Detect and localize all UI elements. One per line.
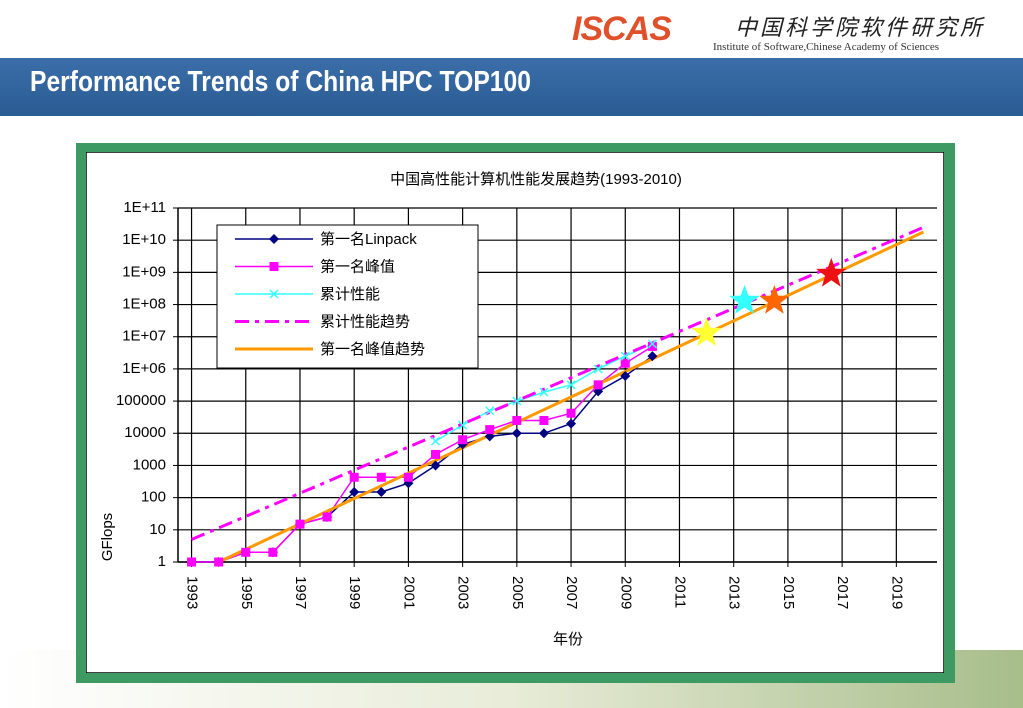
point <box>241 547 251 557</box>
x-tick-label: 1997 <box>292 576 309 609</box>
star-marker <box>729 284 760 314</box>
point <box>566 408 576 418</box>
point <box>430 460 441 471</box>
series-line <box>190 225 925 541</box>
point <box>269 262 279 271</box>
slide-title: Performance Trends of China HPC TOP100 <box>30 66 531 98</box>
x-tick-label: 2011 <box>672 576 689 608</box>
x-tick-label: 2005 <box>509 576 526 609</box>
y-tick-label: 100000 <box>116 392 166 409</box>
x-tick-label: 2015 <box>780 576 797 609</box>
point <box>647 339 657 349</box>
point <box>349 472 359 482</box>
point <box>485 406 495 416</box>
point <box>376 472 386 482</box>
point <box>593 380 603 390</box>
point <box>620 351 630 361</box>
point <box>458 420 468 430</box>
point <box>403 472 413 482</box>
point <box>566 380 576 390</box>
chart: 中国高性能计算机性能发展趋势(1993-2010) 年份 GFlops 1 10 1… <box>86 152 944 673</box>
y-tick-label: 1E+08 <box>122 296 166 313</box>
legend-label: 第一名峰值趋势 <box>320 340 425 358</box>
point <box>620 371 631 382</box>
x-tick-label: 2019 <box>888 576 905 609</box>
y-tick-label: 1000 <box>133 456 166 473</box>
y-tick-label: 1 <box>158 553 166 570</box>
org-name-en: Institute of Software,Chinese Academy of… <box>713 41 940 53</box>
point <box>322 512 332 522</box>
point <box>512 396 522 406</box>
y-tick-label: 1E+06 <box>122 360 166 377</box>
x-tick-label: 1999 <box>346 576 363 609</box>
y-tick-label: 1E+10 <box>122 231 166 248</box>
point <box>376 486 387 497</box>
point <box>538 428 549 439</box>
y-tick-label: 10000 <box>124 424 166 441</box>
point <box>214 557 224 567</box>
point <box>647 351 658 362</box>
point <box>268 547 278 557</box>
point <box>539 415 549 425</box>
legend-label: 累计性能趋势 <box>320 313 410 330</box>
point <box>430 436 441 446</box>
y-tick-label: 1E+07 <box>122 328 166 345</box>
legend-label: 累计性能 <box>320 286 380 303</box>
x-tick-label: 1993 <box>184 576 201 609</box>
point <box>269 289 279 299</box>
x-tick-label: 2001 <box>400 576 417 609</box>
point <box>485 425 495 435</box>
y-tick-label: 1E+11 <box>123 199 166 216</box>
point <box>349 486 360 497</box>
x-tick-label: 1995 <box>238 576 255 609</box>
point <box>593 364 603 374</box>
x-tick-label: 2017 <box>834 576 851 609</box>
y-axis-label: GFlops <box>99 513 116 561</box>
y-tick-label: 1E+09 <box>122 263 166 280</box>
point <box>269 234 279 244</box>
x-tick-label: 2009 <box>617 576 634 609</box>
chart-title: 中国高性能计算机性能发展趋势(1993-2010) <box>390 170 682 188</box>
point <box>512 415 522 425</box>
point <box>187 557 197 567</box>
x-tick-label: 2013 <box>726 576 743 609</box>
point <box>539 387 549 397</box>
series-line <box>218 230 925 564</box>
star-marker <box>691 317 722 346</box>
y-tick-label: 100 <box>141 489 166 506</box>
point <box>593 386 604 397</box>
point <box>511 428 522 439</box>
org-name-cn: 中国科学院软件研究所 <box>735 16 986 41</box>
point <box>647 341 657 351</box>
point <box>458 435 468 445</box>
legend-label: 第一名Linpack <box>320 230 417 248</box>
point <box>566 418 577 429</box>
legend <box>216 224 479 369</box>
point <box>295 519 305 529</box>
star-marker <box>816 257 847 287</box>
title-bar <box>0 58 1023 116</box>
point <box>620 358 630 368</box>
x-tick-label: 2003 <box>455 576 472 609</box>
legend-label: 第一名峰值 <box>320 257 395 275</box>
star-marker <box>759 284 790 314</box>
logo: ISCAS <box>572 10 672 48</box>
x-tick-label: 2007 <box>563 576 580 609</box>
top-band <box>0 0 1023 58</box>
x-axis-label: 年份 <box>553 631 583 648</box>
point <box>431 449 441 459</box>
y-tick-label: 10 <box>149 521 166 538</box>
